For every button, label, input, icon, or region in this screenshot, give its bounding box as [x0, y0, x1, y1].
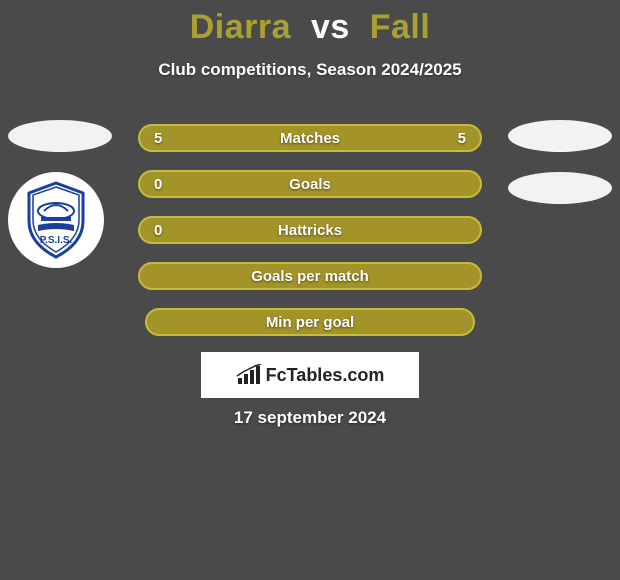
psis-crest-icon: P.S.I.S. — [21, 181, 91, 259]
brand-text: FcTables.com — [266, 365, 385, 386]
page-title: Diarra vs Fall — [0, 8, 620, 47]
player1-name: Diarra — [190, 8, 291, 46]
stat-row: Goals per match — [138, 262, 482, 290]
stat-label: Goals per match — [251, 268, 369, 285]
stats-container: Matches 5 5 Goals 0 Hattricks 0 Goals per match… — [138, 124, 482, 354]
stat-value-right: 5 — [458, 130, 466, 147]
stat-value-left: 0 — [154, 222, 162, 239]
left-player-column: P.S.I.S. — [8, 120, 112, 268]
stat-label: Hattricks — [278, 222, 342, 239]
date-text: 17 september 2024 — [0, 408, 620, 428]
subtitle: Club competitions, Season 2024/2025 — [0, 60, 620, 80]
player1-club-badge: P.S.I.S. — [8, 172, 104, 268]
stat-row: Hattricks 0 — [138, 216, 482, 244]
player1-flag-icon — [8, 120, 112, 152]
stat-value-left: 0 — [154, 176, 162, 193]
stat-label: Min per goal — [266, 314, 354, 331]
player2-name: Fall — [370, 8, 431, 46]
stat-label: Goals — [289, 176, 331, 193]
svg-text:P.S.I.S.: P.S.I.S. — [40, 235, 73, 246]
player2-club-placeholder-icon — [508, 172, 612, 204]
brand-logo: FcTables.com — [201, 352, 419, 398]
player2-flag-icon — [508, 120, 612, 152]
stat-row: Goals 0 — [138, 170, 482, 198]
stat-row: Matches 5 5 — [138, 124, 482, 152]
stat-row: Min per goal — [145, 308, 475, 336]
vs-separator: vs — [311, 8, 350, 46]
stat-label: Matches — [280, 130, 340, 147]
stat-value-left: 5 — [154, 130, 162, 147]
right-player-column — [508, 120, 612, 224]
chart-icon — [236, 364, 262, 386]
